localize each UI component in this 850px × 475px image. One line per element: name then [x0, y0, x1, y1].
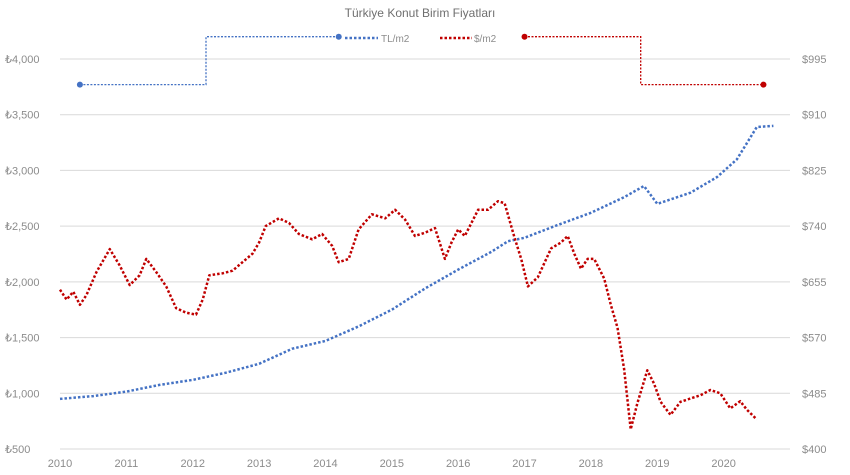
legend-marker-line-tl — [79, 36, 339, 86]
series-line-usd — [58, 199, 758, 431]
legend: TL/m2 $/m2 — [345, 34, 497, 45]
x-tick-label: 2013 — [247, 458, 271, 470]
left-tick-label: ₺1,500 — [5, 333, 40, 345]
right-tick-label: $485 — [802, 388, 826, 400]
left-tick-label: ₺4,000 — [5, 54, 40, 66]
left-tick-label: ₺1,000 — [5, 388, 40, 400]
right-tick-label: $570 — [802, 333, 826, 345]
marker-point — [76, 81, 83, 88]
x-tick-label: 2011 — [115, 458, 139, 470]
x-tick-label: 2020 — [711, 458, 735, 470]
legend-label-tl: TL/m2 — [381, 34, 410, 45]
left-tick-label: ₺2,500 — [5, 221, 40, 233]
series-line-tl — [59, 124, 774, 401]
legend-marker-line-usd — [524, 36, 764, 86]
gridlines — [60, 58, 790, 450]
marker-point — [521, 33, 528, 40]
right-tick-label: $740 — [802, 221, 826, 233]
right-tick-label: $655 — [802, 277, 826, 289]
x-tick-label: 2019 — [645, 458, 669, 470]
x-tick-label: 2014 — [313, 458, 337, 470]
marker-point — [335, 33, 342, 40]
x-axis-ticks: 2010 2011 2012 2013 2014 2015 2016 2017 2018 2019… — [48, 458, 736, 470]
x-tick-label: 2010 — [48, 458, 72, 470]
x-tick-label: 2017 — [512, 458, 536, 470]
right-tick-label: $400 — [802, 444, 826, 456]
left-tick-label: ₺3,000 — [5, 165, 40, 177]
left-tick-label: ₺2,000 — [5, 277, 40, 289]
left-tick-label: ₺3,500 — [5, 110, 40, 122]
right-tick-label: $825 — [802, 165, 826, 177]
chart-title: Türkiye Konut Birim Fiyatları — [345, 6, 496, 20]
marker-point — [760, 81, 767, 88]
right-tick-label: $995 — [802, 54, 826, 66]
x-tick-label: 2012 — [180, 458, 204, 470]
left-tick-label: ₺500 — [5, 444, 30, 456]
series-lines — [58, 33, 774, 431]
left-axis-ticks: ₺500 ₺1,000 ₺1,500 ₺2,000 ₺2,500 ₺3,000 ₺3,500… — [5, 54, 40, 456]
right-tick-label: $910 — [802, 110, 826, 122]
x-tick-label: 2016 — [446, 458, 470, 470]
legend-label-usd: $/m2 — [474, 34, 497, 45]
right-axis-ticks: $400 $485 $570 $655 $740 $825 $910 $995 — [802, 54, 826, 456]
x-tick-label: 2018 — [579, 458, 603, 470]
x-tick-label: 2015 — [380, 458, 404, 470]
